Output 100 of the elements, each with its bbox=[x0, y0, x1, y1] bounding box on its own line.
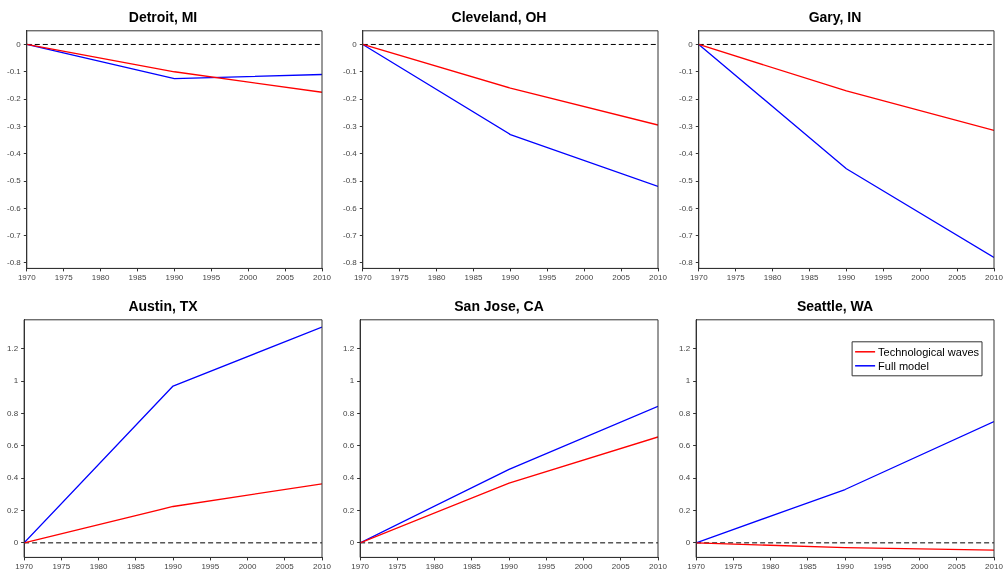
x-tick-label: 1970 bbox=[15, 562, 34, 572]
x-tick-label: 2010 bbox=[649, 273, 668, 283]
chart-title: Austin, TX bbox=[128, 298, 199, 315]
y-tick-label: 1.2 bbox=[679, 344, 691, 354]
chart-title: San Jose, CA bbox=[454, 298, 544, 315]
y-tick-label: -0.3 bbox=[6, 121, 22, 131]
x-tick-label: 1980 bbox=[761, 562, 781, 572]
y-tick-label: -0.3 bbox=[678, 121, 694, 131]
y-tick-label: -0.5 bbox=[6, 176, 22, 186]
x-tick-label: 1985 bbox=[126, 562, 146, 572]
y-tick-label: 0.4 bbox=[343, 473, 355, 483]
y-tick-label: 0.6 bbox=[343, 441, 355, 451]
x-tick-label: 1990 bbox=[836, 562, 855, 572]
y-tick-label: -0.2 bbox=[678, 94, 694, 104]
x-tick-label: 2000 bbox=[911, 273, 930, 283]
x-tick-label: 1995 bbox=[201, 562, 220, 572]
x-tick-label: 2005 bbox=[611, 562, 631, 572]
y-tick-label: 0 bbox=[16, 39, 22, 49]
x-tick-label: 1985 bbox=[462, 562, 482, 572]
y-tick-label: -0.8 bbox=[678, 258, 694, 268]
y-tick-label: -0.4 bbox=[678, 148, 694, 158]
y-tick-label: 0.2 bbox=[679, 505, 691, 515]
x-tick-label: 1980 bbox=[427, 273, 447, 283]
x-tick-label: 1985 bbox=[798, 562, 818, 572]
x-tick-label: 2005 bbox=[612, 273, 631, 283]
x-tick-label: 1975 bbox=[726, 273, 746, 283]
x-tick-label: 1995 bbox=[537, 562, 556, 572]
x-tick-label: 2005 bbox=[276, 273, 295, 283]
y-tick-label: -0.6 bbox=[342, 203, 358, 213]
y-tick-label: -0.2 bbox=[342, 94, 358, 104]
x-tick-label: 2000 bbox=[574, 562, 593, 572]
y-tick-label: 0 bbox=[685, 538, 691, 548]
x-tick-label: 2000 bbox=[910, 562, 929, 572]
y-tick-label: 1 bbox=[13, 376, 19, 386]
x-tick-label: 1980 bbox=[89, 562, 109, 572]
y-tick-label: -0.1 bbox=[6, 66, 22, 76]
y-tick-label: 0 bbox=[352, 39, 358, 49]
x-tick-label: 1975 bbox=[54, 273, 74, 283]
y-tick-label: 1.2 bbox=[343, 344, 355, 354]
x-tick-label: 2010 bbox=[985, 562, 1004, 572]
y-tick-label: 0.2 bbox=[343, 505, 355, 515]
x-tick-label: 1980 bbox=[425, 562, 445, 572]
chart-title: Cleveland, OH bbox=[451, 9, 547, 26]
x-tick-label: 1995 bbox=[874, 273, 893, 283]
y-tick-label: 0.4 bbox=[679, 473, 691, 483]
x-tick-label: 1990 bbox=[501, 273, 520, 283]
x-tick-label: 1995 bbox=[202, 273, 221, 283]
y-tick-label: 0.4 bbox=[7, 473, 19, 483]
x-tick-label: 1975 bbox=[52, 562, 71, 572]
chart-title: Detroit, MI bbox=[128, 9, 198, 26]
x-tick-label: 1990 bbox=[165, 273, 184, 283]
y-tick-label: 0 bbox=[349, 538, 355, 548]
y-tick-label: -0.5 bbox=[678, 176, 694, 186]
x-tick-label: 2005 bbox=[275, 562, 295, 572]
x-tick-label: 1970 bbox=[17, 273, 37, 283]
x-tick-label: 1995 bbox=[873, 562, 892, 572]
y-tick-label: 0 bbox=[13, 538, 19, 548]
x-tick-label: 2000 bbox=[575, 273, 594, 283]
y-tick-label: -0.8 bbox=[6, 258, 22, 268]
x-tick-label: 2010 bbox=[313, 273, 332, 283]
x-tick-label: 1980 bbox=[91, 273, 111, 283]
y-tick-label: -0.1 bbox=[678, 66, 694, 76]
y-tick-label: 0.2 bbox=[7, 505, 19, 515]
y-tick-label: -0.4 bbox=[342, 148, 358, 158]
y-tick-label: -0.6 bbox=[678, 203, 694, 213]
y-tick-label: -0.1 bbox=[342, 66, 358, 76]
x-tick-label: 1990 bbox=[164, 562, 183, 572]
y-tick-label: -0.4 bbox=[6, 148, 22, 158]
x-tick-label: 1985 bbox=[128, 273, 147, 283]
y-tick-label: -0.2 bbox=[6, 94, 22, 104]
x-tick-label: 1975 bbox=[724, 562, 743, 572]
x-tick-label: 2000 bbox=[238, 562, 257, 572]
x-tick-label: 1985 bbox=[464, 273, 483, 283]
x-tick-label: 1970 bbox=[351, 562, 370, 572]
x-tick-label: 2010 bbox=[313, 562, 332, 572]
x-tick-label: 1995 bbox=[538, 273, 557, 283]
x-tick-label: 1980 bbox=[763, 273, 783, 283]
y-tick-label: 0.6 bbox=[679, 441, 691, 451]
x-tick-label: 1970 bbox=[687, 562, 706, 572]
y-tick-label: 0 bbox=[688, 39, 694, 49]
y-tick-label: 1 bbox=[349, 376, 355, 386]
y-tick-label: -0.7 bbox=[342, 230, 358, 240]
y-tick-label: -0.5 bbox=[342, 176, 358, 186]
legend-label: Technological waves bbox=[878, 345, 980, 358]
y-tick-label: -0.6 bbox=[6, 203, 22, 213]
y-tick-label: 0.8 bbox=[679, 408, 691, 418]
y-tick-label: 1 bbox=[685, 376, 691, 386]
x-tick-label: 1975 bbox=[390, 273, 410, 283]
x-tick-label: 1970 bbox=[689, 273, 709, 283]
x-tick-label: 2010 bbox=[649, 562, 668, 572]
y-tick-label: -0.7 bbox=[6, 230, 22, 240]
y-tick-label: -0.7 bbox=[678, 230, 694, 240]
x-tick-label: 1975 bbox=[388, 562, 407, 572]
x-tick-label: 2010 bbox=[985, 273, 1004, 283]
y-tick-label: -0.3 bbox=[342, 121, 358, 131]
x-tick-label: 1990 bbox=[500, 562, 519, 572]
x-tick-label: 1985 bbox=[800, 273, 819, 283]
x-tick-label: 2005 bbox=[947, 562, 967, 572]
legend-label: Full model bbox=[878, 359, 929, 372]
y-tick-label: -0.8 bbox=[342, 258, 358, 268]
